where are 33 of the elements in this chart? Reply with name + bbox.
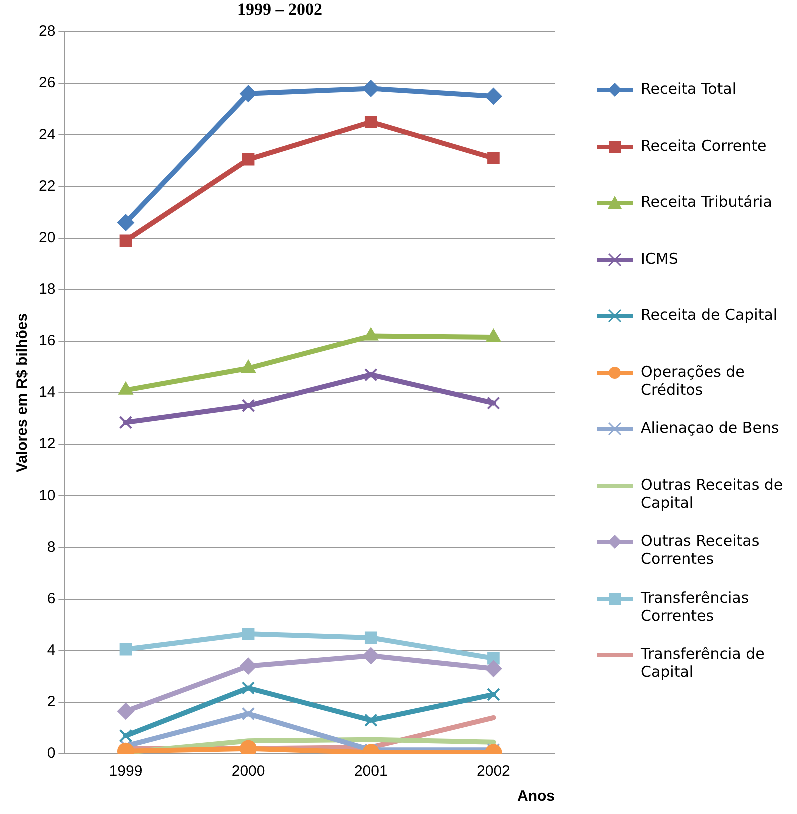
x-tick-label: 2002 [477,763,510,780]
legend-label: Transferência de Capital [641,645,766,681]
y-tick-label: 8 [47,538,56,556]
y-tick-label: 4 [47,642,56,659]
legend-label: Receita Total [641,80,736,98]
y-tick-label: 6 [47,590,56,608]
x-axis-title: Anos [518,788,555,806]
legend-label: Receita de Capital [641,306,778,324]
x-tick-label: 2000 [232,763,266,780]
y-tick-label: 14 [38,384,56,402]
y-tick-label: 24 [38,126,56,144]
y-tick-label: 22 [38,178,56,195]
legend-label: Outras Receitas de Capital [641,476,784,512]
y-tick-label: 26 [38,74,56,92]
y-tick-label: 20 [38,229,56,246]
chart-title: 1999 – 2002 [236,0,324,20]
y-tick-label: 18 [38,281,56,298]
legend-label: Receita Corrente [641,136,767,154]
legend-label: Transferências Correntes [641,588,750,624]
legend-label: Outras Receitas Correntes [641,532,761,568]
legend-label: Receita Tributária [641,193,772,211]
y-tick-label: 0 [47,745,56,762]
y-tick-label: 10 [38,487,56,504]
y-tick-label: 16 [38,332,56,350]
x-tick-label: 2001 [354,763,388,780]
legend-label: Operações de Créditos [641,362,746,398]
x-tick-label: 1999 [109,763,143,780]
y-tick-label: 12 [38,436,56,453]
y-tick-label: 28 [38,23,56,40]
y-tick-label: 2 [47,694,56,711]
y-axis-title: Valores em R$ bilhões [14,313,32,473]
legend-label: ICMS [641,250,678,268]
legend-label: Alienaçao de Bens [641,419,780,437]
